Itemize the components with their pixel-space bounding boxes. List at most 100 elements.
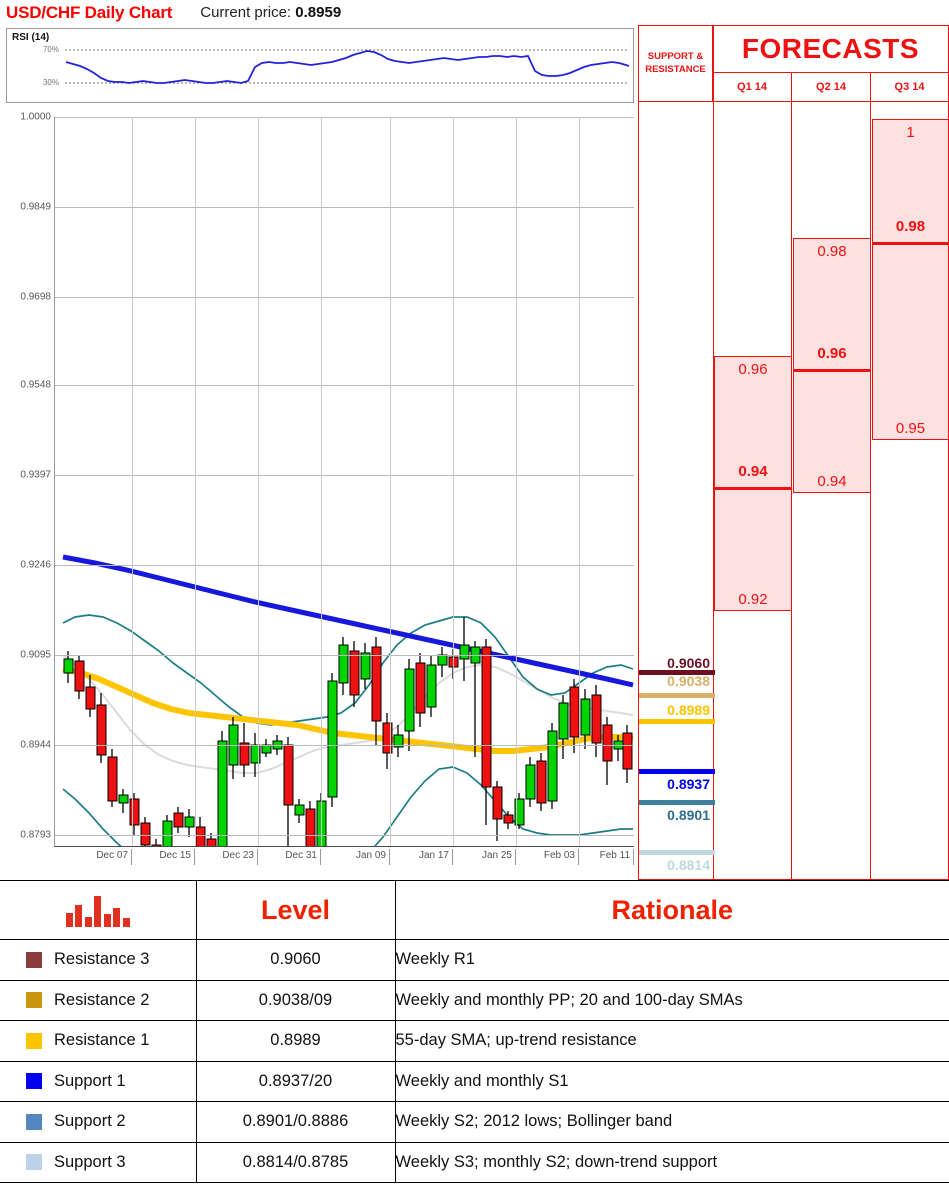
x-axis-label: Dec 23: [222, 850, 254, 861]
sr-value-support-2: 0.8901: [667, 807, 710, 823]
forecast-mid-value: 0.96: [817, 345, 847, 362]
x-axis-label: Jan 25: [481, 850, 512, 861]
row-label: Support 3: [54, 1152, 126, 1171]
x-axis-label: Dec 15: [159, 850, 191, 861]
forecast-quarter-header: Q3 14: [871, 73, 948, 102]
sr-band-support-1: [639, 769, 715, 774]
table-row: Resistance 2 0.9038/09 Weekly and monthl…: [0, 980, 949, 1021]
table-row: Resistance 1 0.8989 55-day SMA; up-trend…: [0, 1020, 949, 1062]
row-label: Resistance 1: [54, 1031, 150, 1050]
gridline-v: [453, 117, 454, 846]
forecast-lower-value: 0.95: [895, 420, 926, 437]
sr-heading-line2: RESISTANCE: [645, 63, 706, 75]
forecast-lower-value: 0.94: [817, 473, 847, 490]
chart-zone: RSI (14) 70% 30% 1.0000 0.9849 0.9698 0.…: [0, 25, 636, 880]
row-name-cell: Support 2: [0, 1101, 196, 1143]
row-rationale: 55-day SMA; up-trend resistance: [394, 1020, 949, 1062]
gridline-v: [195, 117, 196, 846]
sr-band-resistance-3: [639, 670, 715, 675]
row-level: 0.9060: [195, 939, 395, 981]
rsi-tick-70: 70%: [42, 45, 59, 54]
y-axis-label: 0.9548: [20, 379, 51, 391]
gridline-v: [579, 117, 580, 846]
x-axis-label: Feb 11: [599, 850, 630, 861]
support-resistance-bands: 0.9060 0.9038 0.8989 0.8937 0.8901 0.881…: [638, 25, 715, 880]
table-row: Resistance 3 0.9060 Weekly R1: [0, 939, 949, 981]
table-header-row: Level Rationale: [0, 881, 949, 940]
x-axis-label: Jan 09: [355, 850, 386, 861]
row-rationale: Weekly R1: [394, 939, 949, 981]
color-swatch-resistance-3: [26, 951, 42, 968]
y-axis-label: 0.8944: [20, 739, 51, 751]
row-name-cell: Support 3: [0, 1142, 196, 1183]
sr-value-resistance-3: 0.9060: [667, 655, 710, 671]
color-swatch-resistance-2: [26, 992, 42, 1009]
gridline-h: [55, 475, 634, 476]
gridline-h: [55, 655, 634, 656]
gridline-h: [55, 207, 634, 208]
y-axis-label: 0.9246: [20, 559, 51, 571]
gridline-h: [55, 117, 634, 118]
current-price: Current price: 0.8959: [200, 4, 341, 21]
y-axis-label: 0.9095: [20, 649, 51, 661]
row-name-cell: Support 1: [0, 1061, 196, 1102]
table-row: Support 2 0.8901/0.8886 Weekly S2; 2012 …: [0, 1101, 949, 1143]
sr-heading-line1: SUPPORT &: [647, 50, 704, 62]
sr-value-support-1: 0.8937: [667, 776, 710, 792]
y-axis-label: 0.9397: [20, 469, 51, 481]
forecast-center-line: [714, 487, 792, 490]
price-chart-panel: 1.0000 0.9849 0.9698 0.9548 0.9397 0.924…: [6, 107, 634, 865]
gridline-h: [55, 297, 634, 298]
color-swatch-support-2: [26, 1113, 42, 1130]
page-title: USD/CHF Daily Chart: [6, 2, 173, 22]
row-label: Resistance 2: [54, 990, 150, 1009]
forecast-upper-value: 0.96: [738, 361, 768, 378]
row-rationale: Weekly and monthly PP; 20 and 100-day SM…: [394, 980, 949, 1021]
color-swatch-support-3: [26, 1154, 42, 1171]
table-header-icon-cell: [0, 881, 196, 940]
support-resistance-table: Level Rationale Resistance 3 0.9060: [0, 880, 949, 1190]
forecast-upper-value: 1: [906, 124, 915, 141]
row-level: 0.9038/09: [195, 980, 395, 1021]
x-axis-label: Feb 03: [543, 850, 575, 861]
forecast-quarter-header: Q2 14: [792, 73, 870, 102]
row-rationale: Weekly and monthly S1: [394, 1061, 949, 1102]
row-level: 0.8937/20: [195, 1061, 395, 1102]
x-axis-label: Dec 07: [96, 850, 128, 861]
rsi-label: RSI (14): [12, 32, 50, 43]
row-level: 0.8989: [195, 1020, 395, 1062]
rsi-panel: RSI (14) 70% 30%: [6, 28, 634, 103]
row-rationale: Weekly S2; 2012 lows; Bollinger band: [394, 1101, 949, 1143]
row-label: Resistance 3: [54, 950, 150, 969]
plot-area: [54, 117, 634, 847]
y-axis-label: 0.9849: [20, 201, 51, 213]
row-name-cell: Resistance 2: [0, 980, 196, 1021]
rsi-tick-30: 30%: [42, 78, 59, 87]
row-rationale: Weekly S3; monthly S2; down-trend suppor…: [394, 1142, 949, 1183]
forecast-center-line: [793, 369, 871, 372]
table-header-rationale-label: Rationale: [611, 894, 734, 925]
gridline-h: [55, 385, 634, 386]
row-name-cell: Resistance 3: [0, 939, 196, 981]
gridline-v: [132, 117, 133, 846]
y-axis-label: 0.8793: [20, 829, 51, 841]
chart-header: USD/CHF Daily Chart Current price: 0.895…: [0, 0, 949, 25]
rsi-line-chart: [65, 49, 630, 84]
current-price-label: Current price:: [200, 4, 292, 21]
forecast-lower-value: 0.92: [738, 591, 768, 608]
color-swatch-resistance-1: [26, 1032, 42, 1049]
forecasts-title: FORECASTS: [713, 26, 948, 73]
gridline-h: [55, 565, 634, 566]
row-level: 0.8901/0.8886: [195, 1101, 395, 1143]
gridline-v: [321, 117, 322, 846]
forecast-mid-value: 0.94: [738, 463, 768, 480]
table-row: Support 3 0.8814/0.8785 Weekly S3; month…: [0, 1142, 949, 1183]
forecast-box-q1: 0.96 0.94 0.92: [714, 356, 792, 611]
sr-band-support-3: [639, 850, 715, 855]
row-level: 0.8814/0.8785: [195, 1142, 395, 1183]
gridline-h: [55, 745, 634, 746]
gridline-h: [55, 835, 634, 836]
row-name-cell: Resistance 1: [0, 1020, 196, 1062]
forecast-box-q3: 1 0.98 0.95: [872, 119, 949, 440]
gridline-v: [258, 117, 259, 846]
